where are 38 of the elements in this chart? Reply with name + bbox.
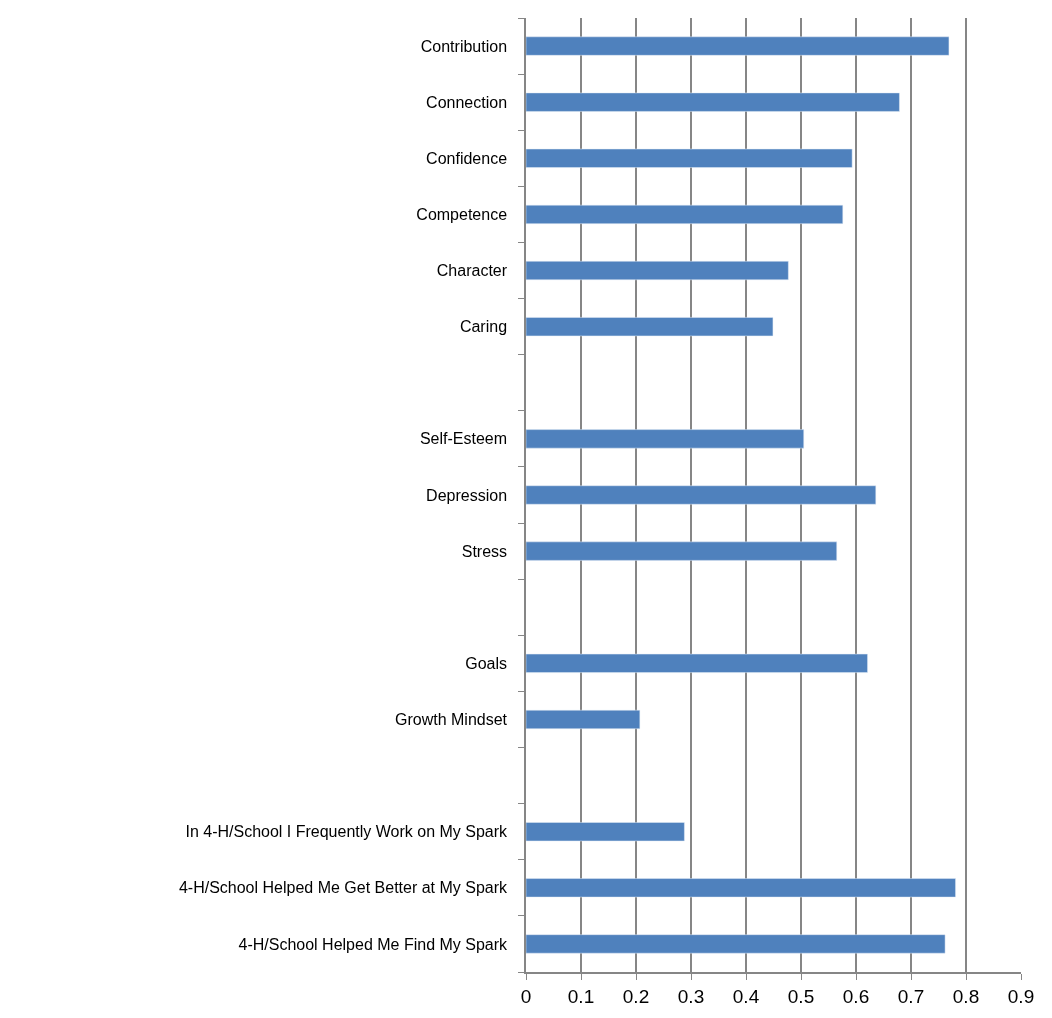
y-tick-label: Character	[436, 262, 508, 280]
y-tick-label: Competence	[416, 206, 508, 224]
bar	[526, 317, 774, 337]
x-tick-label: 0.1	[567, 985, 595, 1007]
x-tick-label: 0	[520, 985, 532, 1007]
bar	[526, 709, 641, 729]
y-tick-label: Connection	[426, 93, 508, 111]
y-tick-label: Contribution	[420, 37, 508, 55]
bar	[526, 429, 804, 449]
bar	[526, 822, 685, 842]
y-tick-label: 4-H/School Helped Me Get Better at My Spark	[178, 879, 509, 897]
y-tick-label: Goals	[465, 654, 508, 672]
y-tick-label: In 4-H/School I Frequently Work on My Spark	[185, 823, 509, 841]
bar	[526, 541, 837, 561]
bar	[526, 148, 853, 168]
bar	[526, 653, 868, 673]
x-tick-label: 0.4	[732, 985, 760, 1007]
bar	[526, 92, 900, 112]
y-tick-label: Stress	[461, 542, 508, 560]
y-tick-label: Depression	[426, 486, 508, 504]
x-tick-label: 0.2	[622, 985, 650, 1007]
y-tick-label: 4-H/School Helped Me Find My Spark	[238, 935, 509, 953]
y-tick-label: Confidence	[426, 149, 508, 167]
bar	[526, 485, 877, 505]
x-tick-label: 0.8	[952, 985, 980, 1007]
bar	[526, 934, 946, 954]
bar	[526, 36, 950, 56]
bar	[526, 204, 844, 224]
y-tick-label: Self-Esteem	[419, 430, 508, 448]
x-tick-label: 0.3	[677, 985, 705, 1007]
bar	[526, 261, 789, 281]
x-tick-label: 0.5	[787, 985, 815, 1007]
x-tick-label: 0.7	[897, 985, 925, 1007]
bar	[526, 878, 956, 898]
y-tick-label: Caring	[459, 318, 508, 336]
x-tick-label: 0.9	[1007, 985, 1035, 1007]
y-tick-label: Growth Mindset	[395, 711, 508, 729]
x-tick-label: 0.6	[842, 985, 870, 1007]
